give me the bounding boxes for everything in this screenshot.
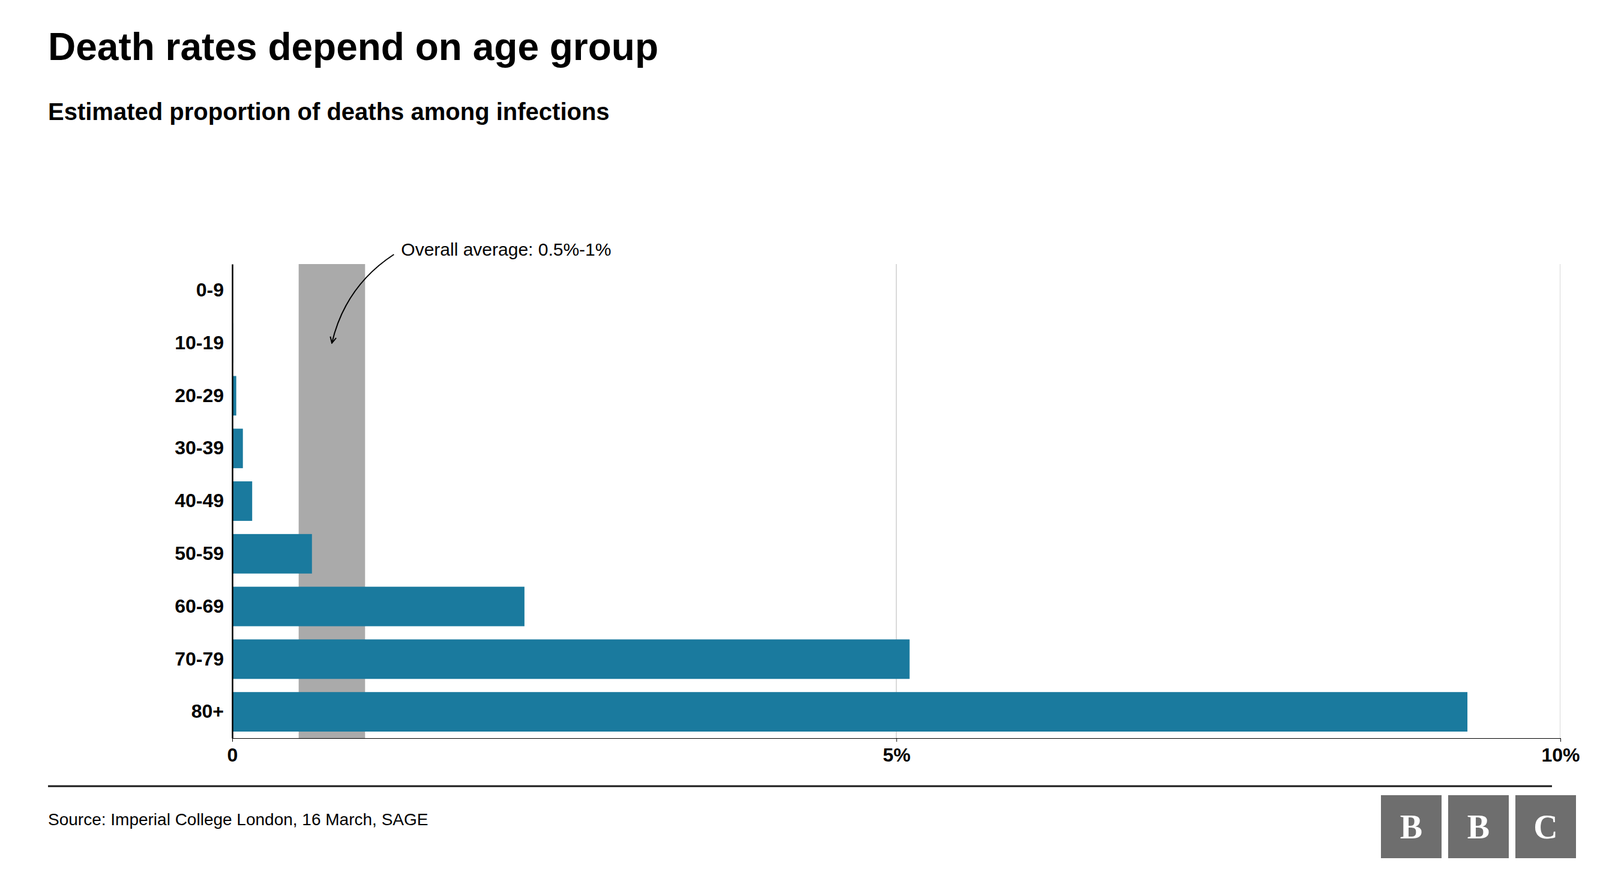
x-tick-label: 0 — [227, 744, 239, 766]
bar — [232, 481, 253, 521]
y-tick-label: 20-29 — [174, 384, 224, 407]
y-tick-label: 40-49 — [174, 489, 224, 512]
bar — [232, 534, 313, 574]
x-tick: 10% — [1541, 738, 1580, 766]
grid-line — [1559, 264, 1561, 739]
separator — [48, 785, 1552, 788]
logo-letter: C — [1533, 808, 1558, 846]
y-tick: 0-9 — [196, 279, 224, 301]
bar — [232, 586, 525, 627]
x-tick: 0 — [227, 738, 239, 766]
x-tick-mark — [232, 738, 233, 742]
y-axis-line — [231, 264, 234, 739]
title: Death rates depend on age group — [48, 25, 659, 69]
x-tick-label: 5% — [882, 744, 911, 766]
grid-line — [232, 264, 233, 739]
y-tick-label: 70-79 — [174, 648, 224, 670]
plot-area — [232, 264, 1561, 739]
source: Source: Imperial College London, 16 Marc… — [48, 810, 428, 829]
y-tick: 30-39 — [174, 436, 224, 459]
y-tick-label: 10-19 — [174, 331, 224, 354]
logo-letter: B — [1467, 808, 1490, 846]
logo-text: BBC — [1400, 808, 1558, 846]
y-tick: 10-19 — [174, 331, 224, 354]
chart: Death rates depend on age group Estimated… — [0, 0, 1600, 875]
y-tick: 20-29 — [174, 384, 224, 407]
annotation-arrow — [331, 254, 394, 344]
y-tick: 50-59 — [174, 542, 224, 565]
x-axis: 0 5% 10% — [227, 738, 1581, 766]
logo: BBC — [1380, 795, 1576, 859]
y-tick: 40-49 — [174, 489, 224, 512]
x-tick-mark — [1560, 738, 1561, 742]
x-tick: 5% — [882, 738, 911, 766]
bar — [232, 428, 244, 469]
logo-box — [1380, 795, 1442, 859]
bar — [232, 639, 910, 679]
y-tick: 80+ — [191, 700, 224, 722]
logo-box — [1515, 795, 1576, 859]
y-tick-label: 80+ — [191, 700, 224, 722]
x-tick-mark — [896, 738, 898, 742]
y-tick: 60-69 — [174, 595, 224, 617]
x-tick-label: 10% — [1541, 744, 1580, 766]
y-axis: 0-9 10-19 20-29 30-39 40-49 50-59 60-69 70-79 80… — [174, 264, 233, 739]
y-tick-label: 0-9 — [196, 279, 224, 301]
bar — [232, 691, 1468, 732]
y-tick-label: 60-69 — [174, 595, 224, 617]
y-tick-label: 30-39 — [174, 436, 224, 459]
logo-letter: B — [1400, 808, 1423, 846]
y-tick: 70-79 — [174, 648, 224, 670]
logo-box — [1448, 795, 1509, 859]
y-tick-label: 50-59 — [174, 542, 224, 565]
annotation: Overall average: 0.5%-1% — [400, 239, 611, 260]
subtitle: Estimated proportion of deaths among inf… — [48, 98, 610, 125]
